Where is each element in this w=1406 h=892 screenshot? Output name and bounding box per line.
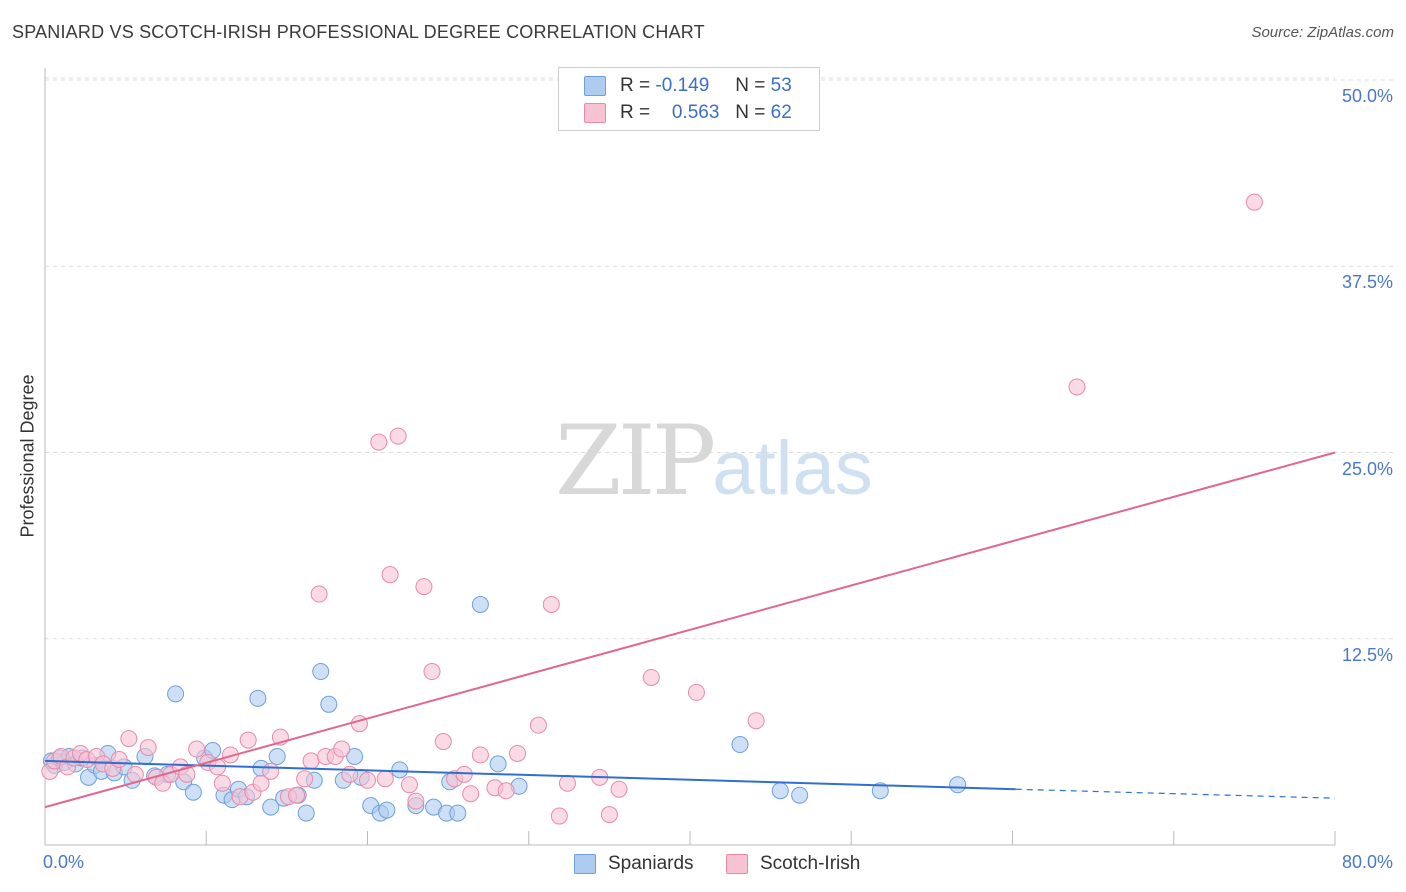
watermark-zip: ZIP — [555, 405, 716, 517]
bottom-legend-swatch-blue — [574, 854, 596, 874]
legend-row-spaniards: R = -0.149 N = 53 — [584, 74, 792, 98]
scotch-irish-point — [558, 774, 576, 792]
bottom-legend-scotch-irish: Scotch-Irish — [726, 852, 860, 876]
scotch-irish-point — [423, 663, 441, 681]
scotch-irish-point — [370, 433, 388, 451]
legend-n-label: N = — [735, 102, 766, 123]
spaniard-point — [489, 755, 507, 773]
scotch-irish-point — [296, 770, 314, 788]
scotch-irish-point — [139, 739, 157, 757]
source-credit: Source: ZipAtlas.com — [1251, 24, 1394, 41]
scotch-irish-point — [1245, 193, 1263, 211]
scotch-irish-point — [333, 740, 351, 758]
scotch-irish-point — [110, 750, 128, 768]
spaniard-point — [871, 782, 889, 800]
spaniard-point — [346, 747, 364, 765]
spaniard-point — [268, 747, 286, 765]
watermark: ZIPatlas — [555, 405, 873, 517]
bottom-legend-swatch-pink — [726, 854, 748, 874]
legend-r-value-scotch-irish: 0.563 — [671, 102, 720, 123]
spaniard-point — [949, 776, 967, 794]
legend-r-value-spaniards: -0.149 — [655, 75, 710, 96]
bottom-legend-label-spaniards: Spaniards — [608, 853, 694, 874]
scotch-irish-point — [471, 746, 489, 764]
scotch-irish-point — [550, 807, 568, 825]
scotch-irish-point — [529, 716, 547, 734]
spaniard-point — [391, 761, 409, 779]
spaniard-point — [378, 801, 396, 819]
scotch-irish-point — [120, 730, 138, 748]
scotch-irish-point — [302, 752, 320, 770]
scotch-irish-point — [359, 771, 376, 789]
x-tick-label-min: 0.0% — [43, 852, 85, 872]
spaniard-point — [167, 685, 185, 703]
bottom-legend-spaniards: Spaniards — [574, 852, 694, 876]
scotch-irish-point — [213, 774, 231, 792]
legend-n-value-scotch-irish: 62 — [770, 102, 792, 123]
trend-layer — [44, 451, 1336, 809]
scotch-irish-point — [642, 668, 660, 686]
legend-r-label: R = — [620, 75, 651, 96]
spaniard-point — [731, 736, 749, 754]
spaniard-point — [262, 798, 280, 816]
scotch-irish-point — [389, 427, 407, 445]
x-tick-label-max: 80.0% — [1341, 852, 1393, 872]
bottom-legend-label-scotch-irish: Scotch-Irish — [760, 853, 861, 874]
scotch-irish-point — [310, 585, 328, 603]
spaniard-point — [791, 786, 809, 804]
scotch-irish-point — [407, 792, 425, 810]
scotch-irish-point — [497, 782, 515, 800]
scotch-irish-point — [178, 765, 196, 783]
scotch-irish-point — [381, 566, 399, 584]
spaniard-point — [184, 783, 202, 801]
scotch-irish-point — [350, 715, 368, 733]
scotch-irish-trendline — [44, 451, 1336, 809]
y-tick-label: 25.0% — [1341, 458, 1393, 479]
axis-layer — [44, 68, 1336, 846]
spaniard-point — [771, 782, 789, 800]
spaniard-trendline-extension — [1015, 788, 1336, 799]
spaniard-point — [449, 804, 467, 822]
scotch-irish-point — [687, 683, 705, 701]
scotch-irish-point — [542, 595, 560, 613]
scotch-irish-point — [455, 765, 473, 783]
scotch-irish-point — [239, 731, 257, 749]
scotch-irish-point — [508, 744, 526, 762]
scotch-irish-point — [252, 774, 270, 792]
scotch-irish-point — [600, 806, 618, 824]
scotch-irish-point — [288, 786, 306, 804]
stats-legend: R = -0.149 N = 53 R = 0.563 N = 62 — [558, 67, 820, 131]
spaniard-point — [312, 663, 330, 681]
chart-title: SPANIARD VS SCOTCH-IRISH PROFESSIONAL DE… — [12, 22, 705, 42]
spaniard-trendline — [44, 759, 1016, 791]
scotch-irish-point — [610, 780, 628, 798]
y-tick-label: 37.5% — [1341, 272, 1393, 293]
grid-layer — [45, 77, 1393, 640]
scotch-irish-point — [262, 762, 280, 780]
legend-swatch-pink — [584, 103, 606, 123]
scotch-irish-point — [376, 770, 394, 788]
scotch-irish-point — [462, 785, 480, 803]
legend-r-label: R = — [620, 102, 651, 123]
legend-n-label: N = — [735, 75, 766, 96]
scotch-irish-point — [415, 578, 433, 596]
legend-swatch-blue — [584, 76, 606, 96]
spaniard-point — [471, 595, 489, 613]
legend-n-value-spaniards: 53 — [770, 75, 792, 96]
legend-row-scotch-irish: R = 0.563 N = 62 — [584, 101, 792, 125]
scotch-irish-point — [747, 712, 765, 730]
spaniard-point — [320, 695, 338, 713]
scotch-irish-point — [188, 740, 206, 758]
spaniard-point — [297, 804, 315, 822]
spaniard-point — [249, 689, 267, 707]
scotch-irish-point — [1068, 378, 1086, 396]
scotch-irish-point — [434, 733, 452, 751]
y-tick-label: 12.5% — [1341, 644, 1393, 665]
y-tick-label: 50.0% — [1341, 86, 1393, 106]
watermark-atlas: atlas — [712, 426, 873, 511]
scotch-irish-point — [400, 776, 418, 794]
points-layer — [41, 193, 1263, 825]
